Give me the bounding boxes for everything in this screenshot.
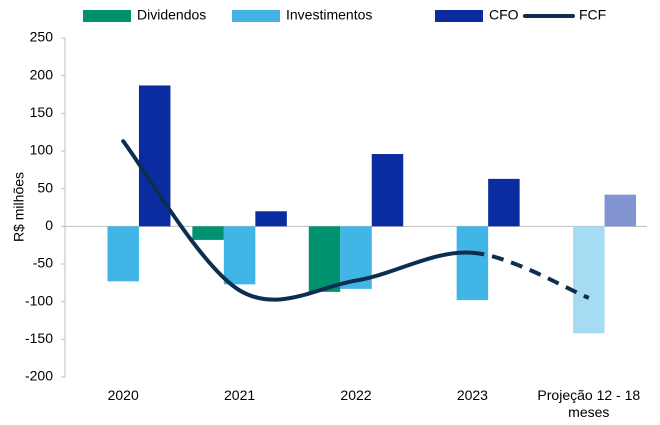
y-tick-label: -100 — [25, 292, 53, 308]
line-series — [121, 139, 475, 302]
bar — [573, 226, 605, 334]
legend-swatch — [83, 10, 131, 22]
legend-swatch — [435, 10, 483, 22]
x-tick-label: Projeção 12 - 18 meses — [537, 387, 641, 420]
y-tick-label: 50 — [37, 179, 53, 195]
bar — [604, 194, 637, 227]
y-tick-label: 250 — [30, 29, 54, 45]
x-tick-label: 2023 — [456, 387, 488, 403]
bar — [456, 226, 489, 301]
x-tick-label: 2022 — [340, 387, 372, 403]
legend-label: Dividendos — [137, 7, 206, 23]
y-tick-label: 150 — [30, 104, 54, 120]
bar — [192, 226, 224, 240]
legend-label: CFO — [489, 7, 519, 23]
bar — [107, 226, 139, 282]
y-axis-label: R$ milhões — [11, 172, 27, 242]
line-series-projected — [472, 250, 590, 300]
bar — [371, 154, 404, 227]
y-tick-label: 200 — [30, 66, 54, 82]
legend-label: Investimentos — [286, 7, 372, 23]
x-tick-label: 2021 — [224, 387, 256, 403]
legend-swatch — [232, 10, 280, 22]
x-tick-label: 2020 — [107, 387, 139, 403]
y-tick-label: -150 — [25, 330, 53, 346]
bar — [223, 226, 256, 285]
legend-label: FCF — [579, 7, 606, 23]
y-tick-label: 0 — [45, 217, 53, 233]
y-tick-label: -50 — [33, 255, 53, 271]
bar — [488, 178, 520, 227]
y-tick-label: -200 — [25, 368, 53, 384]
bar — [308, 226, 341, 292]
y-tick-label: 100 — [30, 142, 54, 158]
bar — [255, 211, 287, 227]
